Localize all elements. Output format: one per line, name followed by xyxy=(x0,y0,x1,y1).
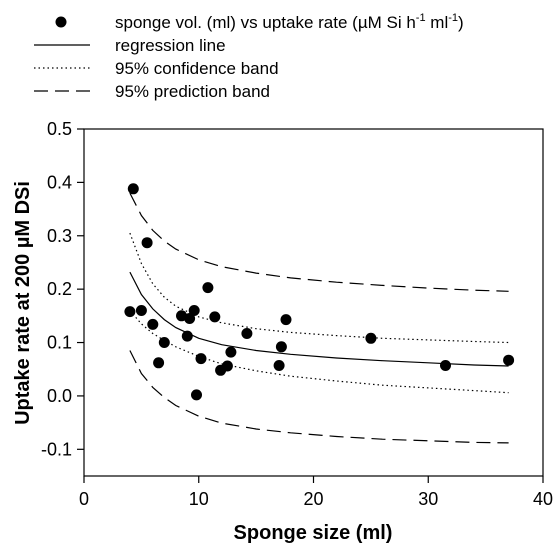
data-point-3 xyxy=(141,237,153,249)
data-point-5 xyxy=(153,357,165,369)
x-tick-label-3: 30 xyxy=(418,489,438,509)
data-point-10 xyxy=(188,305,200,316)
y-axis-title: Uptake rate at 200 µM DSi xyxy=(12,181,34,425)
legend: sponge vol. (ml) vs uptake rate (µM Si h… xyxy=(34,12,464,101)
confidence-band-upper xyxy=(129,232,509,344)
x-tick-label-2: 20 xyxy=(303,489,323,509)
y-tick-label-4: 0.3 xyxy=(47,226,72,246)
data-point-19 xyxy=(273,360,285,371)
data-point-8 xyxy=(181,330,193,342)
plot-frame xyxy=(83,128,544,477)
data-point-17 xyxy=(225,346,237,358)
data-point-12 xyxy=(195,353,207,365)
x-axis-title: Sponge size (ml) xyxy=(234,522,393,544)
prediction-band-upper xyxy=(129,192,509,292)
data-point-6 xyxy=(158,337,170,348)
data-point-20 xyxy=(275,341,287,353)
y-tick-label-0: -0.1 xyxy=(41,439,72,459)
data-point-0 xyxy=(124,306,136,318)
data-point-16 xyxy=(221,360,233,372)
x-axis: 0 10 20 30 40 xyxy=(79,476,553,509)
data-point-18 xyxy=(241,328,253,339)
data-point-9 xyxy=(184,313,196,324)
x-tick-label-1: 10 xyxy=(189,489,209,509)
regression-line xyxy=(129,271,509,367)
legend-label-prediction: 95% prediction band xyxy=(115,82,270,101)
x-tick-label-0: 0 xyxy=(79,489,89,509)
data-point-23 xyxy=(440,360,451,371)
data-point-2 xyxy=(135,305,147,316)
y-axis: -0.1 0.0 0.1 0.2 0.3 0.4 0.5 xyxy=(41,119,84,459)
x-tick-label-4: 40 xyxy=(533,489,553,509)
data-point-21 xyxy=(280,314,292,326)
legend-label-regression: regression line xyxy=(115,36,226,55)
data-point-14 xyxy=(209,311,221,323)
y-tick-label-5: 0.4 xyxy=(47,172,72,192)
data-point-22 xyxy=(365,332,377,344)
data-point-11 xyxy=(191,389,202,401)
data-point-13 xyxy=(202,282,214,294)
data-points xyxy=(124,183,515,401)
legend-label-confidence: 95% confidence band xyxy=(115,59,279,78)
legend-label-points: sponge vol. (ml) vs uptake rate (µM Si h… xyxy=(115,12,464,32)
legend-marker-points xyxy=(55,16,67,28)
y-tick-label-1: 0.0 xyxy=(47,386,72,406)
data-point-24 xyxy=(503,354,515,366)
data-point-4 xyxy=(147,318,159,330)
prediction-band-lower xyxy=(129,350,509,444)
y-tick-label-3: 0.2 xyxy=(47,279,72,299)
y-tick-label-6: 0.5 xyxy=(47,119,72,139)
y-tick-label-2: 0.1 xyxy=(47,333,72,353)
data-point-1 xyxy=(127,183,139,195)
curves xyxy=(129,192,509,444)
